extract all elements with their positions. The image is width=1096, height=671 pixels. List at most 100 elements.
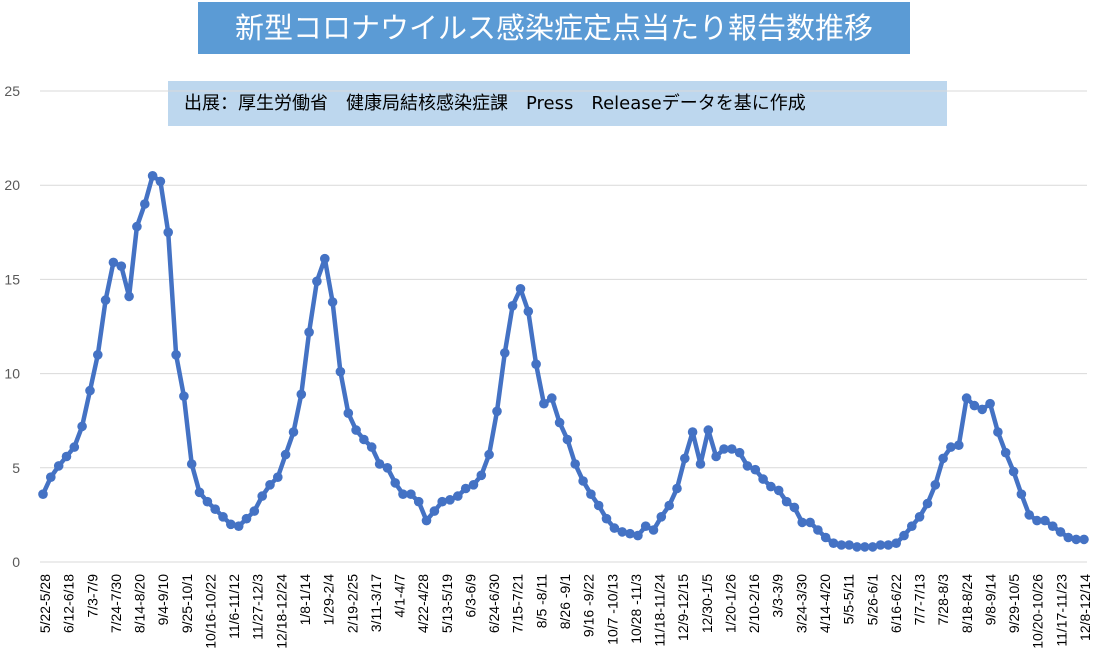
x-tick-label: 10/28 -11/3 <box>628 574 644 644</box>
x-tick-label: 5/26-6/1 <box>864 574 880 626</box>
x-tick-label: 1/29-2/4 <box>321 574 337 626</box>
x-tick-label: 1/8-1/14 <box>297 574 313 626</box>
data-point <box>351 425 361 435</box>
data-point <box>899 530 909 541</box>
data-point <box>633 530 643 541</box>
x-tick-label: 12/18-12/24 <box>273 574 289 649</box>
x-tick-label: 2/19-2/25 <box>344 574 360 633</box>
y-tick-label: 10 <box>4 366 20 382</box>
data-point <box>484 449 494 460</box>
data-point <box>1000 447 1011 458</box>
data-point <box>891 538 901 548</box>
data-point <box>883 540 894 550</box>
y-tick-label: 15 <box>4 271 20 287</box>
data-point <box>500 348 510 358</box>
y-axis-ticks: 0 5 10 15 20 25 <box>4 83 20 570</box>
data-point <box>727 444 737 454</box>
data-point <box>359 434 369 445</box>
x-tick-label: 11/6-11/12 <box>226 574 242 639</box>
data-point <box>860 542 870 552</box>
data-point <box>53 461 64 471</box>
series-points <box>38 171 1089 552</box>
data-point <box>343 408 354 419</box>
data-point <box>218 512 228 522</box>
data-point <box>750 464 761 475</box>
data-point <box>437 496 448 507</box>
data-point <box>100 295 111 305</box>
x-tick-label: 12/9-12/15 <box>675 574 691 641</box>
data-point <box>523 306 534 317</box>
x-tick-label: 12/8-12/14 <box>1077 574 1093 641</box>
data-point <box>288 427 299 437</box>
data-point <box>116 261 127 272</box>
data-point <box>210 504 220 514</box>
x-tick-label: 8/18-8/24 <box>959 574 975 633</box>
data-point <box>617 527 627 537</box>
data-point <box>758 474 768 484</box>
data-point <box>265 480 275 490</box>
x-tick-label: 9/8-9/14 <box>983 574 999 626</box>
data-point <box>695 459 706 469</box>
data-point <box>320 253 330 264</box>
data-point <box>531 359 541 370</box>
data-point <box>492 406 502 417</box>
data-point <box>108 257 119 268</box>
data-point <box>1024 510 1034 520</box>
x-tick-label: 4/1-4/7 <box>392 574 408 618</box>
data-point <box>155 176 166 187</box>
data-point <box>304 327 314 338</box>
data-point <box>1016 489 1027 500</box>
x-tick-label: 6/12-6/18 <box>61 574 77 633</box>
x-tick-label: 3/11-3/17 <box>368 574 384 632</box>
data-point <box>570 459 580 469</box>
data-point <box>672 483 682 494</box>
data-point <box>226 519 236 530</box>
data-point <box>507 301 518 311</box>
data-point <box>194 487 205 498</box>
y-tick-label: 20 <box>4 177 20 193</box>
data-point <box>742 461 753 471</box>
chart-source-note: 出展：厚生労働省 健康局結核感染症課 Press Releaseデータを基に作成 <box>168 81 947 126</box>
data-point <box>233 521 244 531</box>
grid-lines <box>40 90 1087 563</box>
data-point <box>163 227 173 238</box>
data-point <box>38 489 48 500</box>
data-point <box>961 393 972 403</box>
x-tick-label: 7/7-7/13 <box>912 574 928 626</box>
data-point <box>460 483 471 494</box>
x-tick-label: 11/27-12/3 <box>250 574 266 640</box>
data-point <box>734 447 745 458</box>
data-point <box>914 512 925 522</box>
data-point <box>648 525 659 535</box>
data-point <box>179 391 189 402</box>
x-tick-label: 11/17-11/23 <box>1053 574 1069 647</box>
x-tick-label: 7/3-7/9 <box>84 574 100 618</box>
y-tick-label: 5 <box>12 460 20 476</box>
data-point <box>820 532 831 543</box>
data-point <box>515 284 526 294</box>
data-point <box>844 540 854 550</box>
data-point <box>241 513 252 524</box>
data-point <box>413 496 424 507</box>
data-point <box>813 525 823 535</box>
data-point <box>954 440 964 451</box>
data-point <box>366 442 377 452</box>
data-point <box>140 199 150 209</box>
x-tick-label: 10/7 -10/13 <box>604 574 620 645</box>
x-tick-label: 6/16-6/22 <box>888 574 904 633</box>
data-point <box>938 453 948 464</box>
data-point <box>578 476 588 486</box>
x-tick-label: 6/3-6/9 <box>463 574 479 618</box>
data-point <box>93 350 103 360</box>
data-point <box>797 517 807 528</box>
data-point <box>1055 527 1066 537</box>
data-point <box>327 297 338 307</box>
data-point <box>664 500 674 511</box>
data-point <box>1071 534 1081 545</box>
data-point <box>1079 534 1089 545</box>
data-point <box>609 523 620 533</box>
x-tick-label: 6/24-6/30 <box>486 574 502 633</box>
x-tick-label: 11/18-11/24 <box>652 574 668 647</box>
x-tick-label: 12/30-1/5 <box>699 574 715 633</box>
